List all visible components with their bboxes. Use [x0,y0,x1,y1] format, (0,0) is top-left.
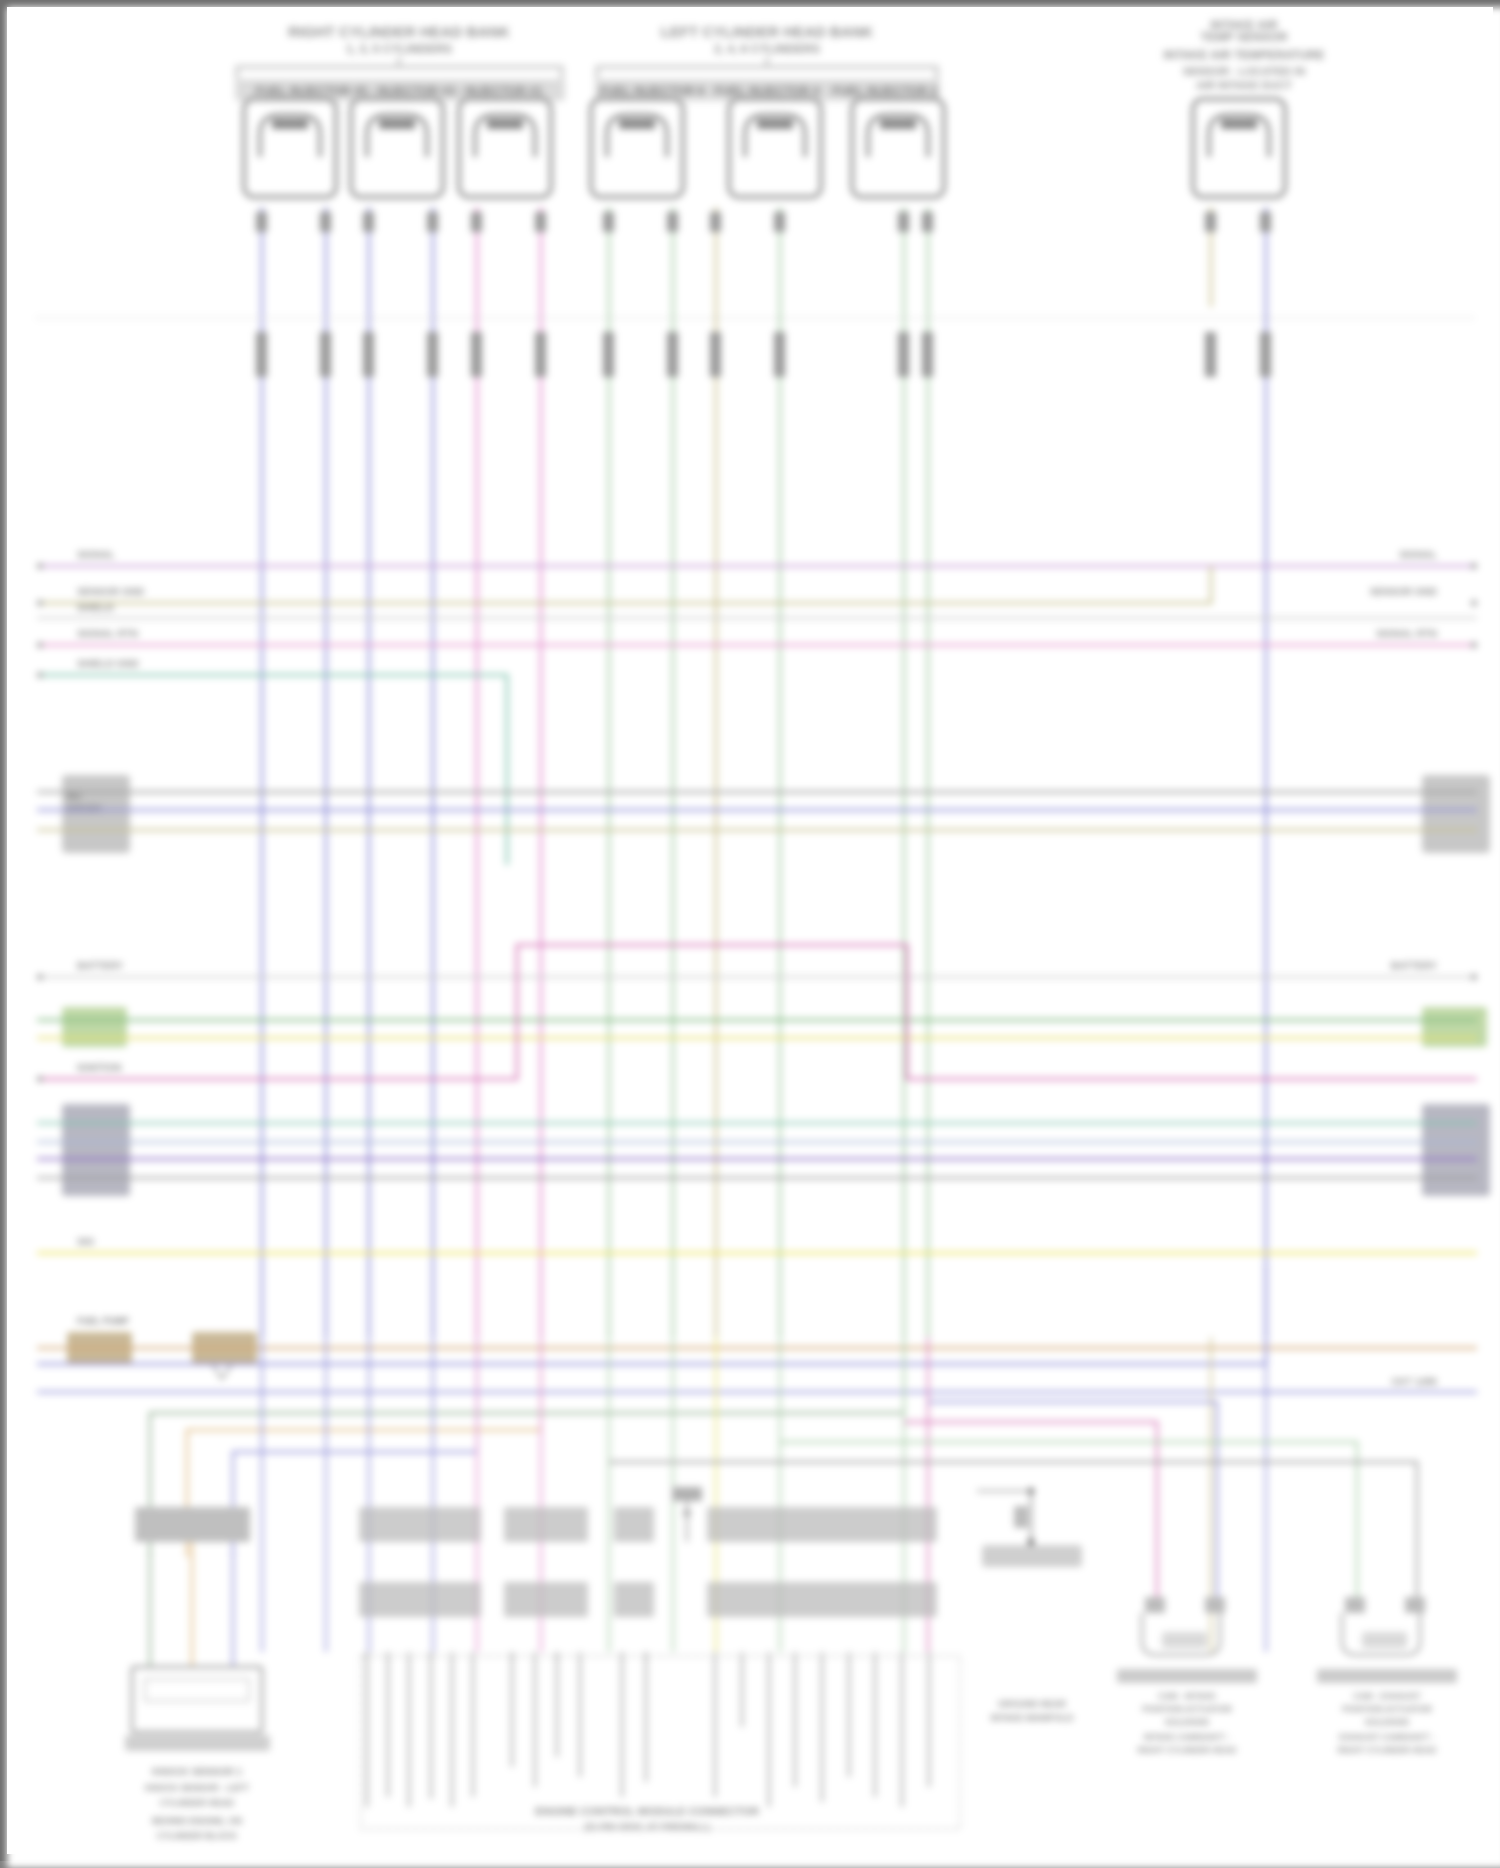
svg-text:FUEL INJECTOR 2: FUEL INJECTOR 2 [833,84,938,98]
svg-text:FUEL INJECTOR 6: FUEL INJECTOR 6 [600,84,705,98]
svg-text:SIGNAL RTN: SIGNAL RTN [1376,629,1437,640]
svg-text:RIGHT CYLINDER HEAD: RIGHT CYLINDER HEAD [1338,1745,1437,1755]
svg-text:SENSOR GND: SENSOR GND [77,587,144,598]
svg-text:INTAKE MANIFOLD: INTAKE MANIFOLD [991,1713,1074,1723]
svg-text:SOLENOID: SOLENOID [1365,1717,1409,1727]
svg-text:FUEL PUMP: FUEL PUMP [77,1316,129,1326]
svg-text:SHIELD GND: SHIELD GND [77,659,139,670]
svg-text:AIR INTAKE DUCT: AIR INTAKE DUCT [1196,80,1292,92]
svg-text:SENSOR - LOCATED IN: SENSOR - LOCATED IN [1183,66,1306,78]
svg-text:FUEL INJECTOR 4: FUEL INJECTOR 4 [715,84,820,98]
svg-text:POSITION ACTUATOR: POSITION ACTUATOR [1142,1704,1232,1714]
svg-text:GROUND NEAR: GROUND NEAR [998,1699,1067,1709]
svg-text:CYLINDER BLOCK: CYLINDER BLOCK [157,1831,238,1841]
svg-text:INTAKE CAMSHAFT -: INTAKE CAMSHAFT - [1144,1732,1230,1742]
svg-text:SENSOR GND: SENSOR GND [1370,587,1437,598]
svg-text:SOLENOID: SOLENOID [1165,1717,1209,1727]
svg-text:BATTERY: BATTERY [1391,961,1437,972]
svg-text:TEMP SENSOR: TEMP SENSOR [1200,30,1287,44]
svg-text:CKT 1285: CKT 1285 [1391,1377,1437,1388]
svg-text:SHIELD: SHIELD [77,603,114,614]
svg-text:BATTERY: BATTERY [77,961,123,972]
svg-text:SIGNAL RTN: SIGNAL RTN [77,629,138,640]
svg-text:CYLINDER HEAD: CYLINDER HEAD [160,1798,235,1808]
svg-text:LEFT CYLINDER HEAD BANK: LEFT CYLINDER HEAD BANK [661,24,874,41]
svg-text:ENGINE CONTROL MODULE CONNECTO: ENGINE CONTROL MODULE CONNECTOR [535,1806,759,1818]
svg-text:(51-PIN GRAY, AT FIREWALL): (51-PIN GRAY, AT FIREWALL) [584,1822,709,1832]
svg-text:BEHIND ENGINE, ON: BEHIND ENGINE, ON [152,1816,242,1826]
svg-text:RIGHT CYLINDER HEAD: RIGHT CYLINDER HEAD [1138,1745,1237,1755]
svg-text:EXHAUST CAMSHAFT -: EXHAUST CAMSHAFT - [1339,1732,1435,1742]
svg-text:CAM - EXHAUST: CAM - EXHAUST [1353,1691,1421,1701]
svg-text:POSITION ACTUATOR: POSITION ACTUATOR [1342,1704,1432,1714]
svg-text:SIGNAL: SIGNAL [1399,550,1437,561]
svg-text:KNOCK SENSOR 1: KNOCK SENSOR 1 [152,1767,242,1778]
svg-text:IGNITION: IGNITION [77,1063,121,1074]
svg-text:SIGNAL: SIGNAL [77,550,115,561]
svg-text:FUEL INJECTOR #5 - INJECTOR #3: FUEL INJECTOR #5 - INJECTOR #3 - INJECTO… [255,84,543,98]
svg-text:RIGHT CYLINDER HEAD BANK: RIGHT CYLINDER HEAD BANK [288,24,510,41]
svg-text:SIG: SIG [77,1237,94,1248]
svg-text:INTAKE AIR TEMPERATURE: INTAKE AIR TEMPERATURE [1163,48,1324,62]
svg-text:2, 4, 6 CYLINDERS: 2, 4, 6 CYLINDERS [714,42,820,56]
svg-text:KNOCK SENSOR - LEFT: KNOCK SENSOR - LEFT [145,1783,250,1793]
svg-text:CAM - INTAKE: CAM - INTAKE [1158,1691,1216,1701]
svg-text:1, 3, 5 CYLINDERS: 1, 3, 5 CYLINDERS [346,42,452,56]
